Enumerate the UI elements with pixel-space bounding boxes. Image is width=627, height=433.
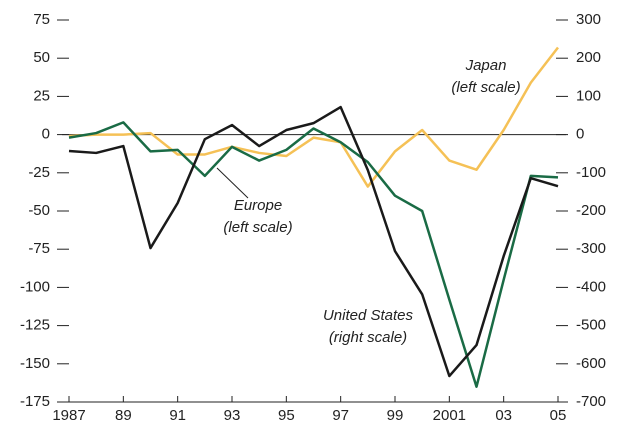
- y2-tick-label: -200: [576, 202, 606, 219]
- annotation: Japan: [465, 57, 507, 74]
- x-tick-label: 95: [278, 407, 295, 424]
- series-line: [68, 121, 559, 388]
- y-tick-label: -50: [28, 202, 50, 219]
- y2-tick-label: -100: [576, 164, 606, 181]
- annotation: (left scale): [223, 219, 292, 236]
- leader-line: [216, 167, 249, 199]
- y2-tick-label: -700: [576, 393, 606, 410]
- x-tick-label: 05: [550, 407, 567, 424]
- y-tick-label: -125: [20, 317, 50, 334]
- x-tick-label: 89: [115, 407, 132, 424]
- annotation: Europe: [234, 197, 282, 214]
- x-tick-label: 99: [387, 407, 404, 424]
- series-line: [68, 105, 559, 378]
- y2-tick-label: -500: [576, 317, 606, 334]
- y-tick-label: 75: [33, 11, 50, 28]
- y-tick-label: -150: [20, 355, 50, 372]
- series-line: [68, 46, 559, 188]
- y-tick-label: -25: [28, 164, 50, 181]
- x-tick-label: 91: [169, 407, 186, 424]
- annotation: United States: [323, 307, 414, 324]
- x-tick-label: 2001: [433, 407, 466, 424]
- y2-tick-label: 100: [576, 87, 601, 104]
- y2-tick-label: 300: [576, 11, 601, 28]
- annotation: (right scale): [329, 329, 407, 346]
- y-tick-label: 0: [42, 126, 50, 143]
- x-tick-label: 93: [224, 407, 241, 424]
- y-tick-label: -100: [20, 278, 50, 295]
- y-tick-label: -75: [28, 240, 50, 257]
- y2-tick-label: -300: [576, 240, 606, 257]
- annotation: (left scale): [451, 79, 520, 96]
- y2-tick-label: -600: [576, 355, 606, 372]
- y2-tick-label: 200: [576, 49, 601, 66]
- x-tick-label: 1987: [52, 407, 85, 424]
- x-tick-label: 03: [495, 407, 512, 424]
- y2-tick-label: -400: [576, 278, 606, 295]
- y-tick-label: 25: [33, 87, 50, 104]
- y-tick-label: 50: [33, 49, 50, 66]
- y-tick-label: -175: [20, 393, 50, 410]
- x-tick-label: 97: [332, 407, 349, 424]
- y2-tick-label: 0: [576, 126, 584, 143]
